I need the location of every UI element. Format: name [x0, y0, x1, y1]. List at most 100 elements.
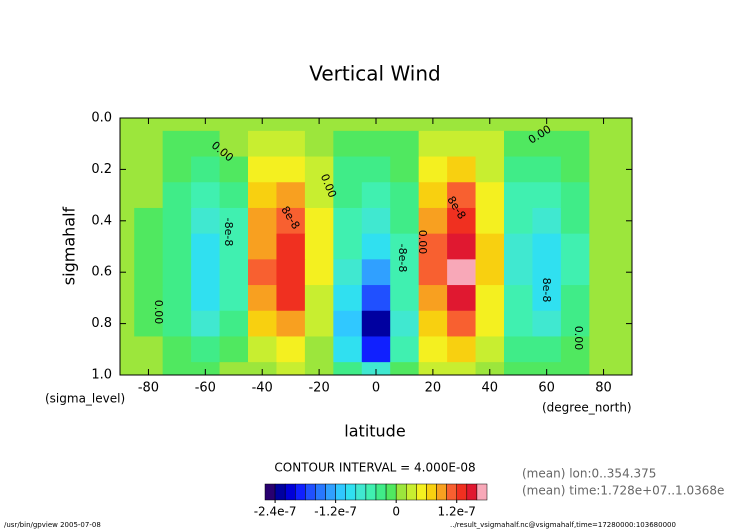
field-cell — [589, 362, 619, 376]
field-cell — [390, 336, 420, 363]
field-cell — [617, 259, 633, 286]
field-cell — [333, 310, 363, 337]
field-cell — [162, 118, 192, 132]
field-cell — [532, 310, 562, 337]
colorbar-box — [426, 483, 437, 501]
field-cell — [532, 336, 562, 363]
colorbar-box — [446, 483, 457, 501]
field-cell — [418, 233, 448, 260]
field-cell — [617, 130, 633, 158]
field-cell — [304, 259, 334, 286]
field-cell — [560, 310, 590, 337]
field-cell — [589, 336, 619, 363]
field-cell — [162, 259, 192, 286]
y-tick-label: 0.4 — [91, 213, 112, 228]
contour-label: 0.00 — [152, 300, 165, 325]
field-cell — [248, 362, 277, 376]
field-cell — [304, 207, 334, 235]
field-cell — [418, 310, 448, 337]
contour-label: 0.00 — [572, 326, 585, 351]
field-cell — [447, 233, 477, 260]
colorbar-box — [345, 483, 357, 501]
field-cell — [120, 233, 135, 260]
colorbar-box — [385, 483, 397, 501]
field-cell — [333, 233, 363, 260]
field-cell — [390, 207, 420, 235]
field-cell — [248, 207, 277, 235]
field-cell — [191, 285, 221, 312]
field-cell — [504, 130, 533, 158]
colorbar-tick-label: -1.2e-7 — [314, 505, 357, 519]
field-cell — [191, 182, 221, 209]
field-cell — [120, 182, 135, 209]
field-cell — [475, 310, 505, 337]
field-cell — [276, 362, 306, 376]
field-cell — [333, 362, 363, 376]
field-cell — [191, 130, 221, 158]
field-cell — [447, 362, 477, 376]
field-cell — [560, 233, 590, 260]
field-cell — [447, 118, 477, 132]
field-cell — [589, 156, 619, 183]
field-cell — [418, 259, 448, 286]
field-cell — [532, 182, 562, 209]
field-cell — [134, 310, 164, 337]
contour-label: 8e-8 — [540, 278, 553, 303]
field-cell — [333, 207, 363, 235]
field-cell — [475, 362, 505, 376]
field-cell — [532, 207, 562, 235]
field-cell — [475, 233, 505, 260]
field-cell — [162, 310, 192, 337]
field-cell — [418, 156, 448, 183]
colorbar-box — [395, 483, 407, 501]
field-cell — [134, 118, 164, 132]
field-cell — [191, 310, 221, 337]
field-cell — [162, 130, 192, 158]
x-axis-label: latitude — [344, 422, 405, 441]
field-cell — [532, 233, 562, 260]
field-cell — [589, 233, 619, 260]
field-cell — [219, 336, 249, 363]
field-cell — [504, 182, 533, 209]
field-cell — [304, 156, 334, 183]
field-cell — [333, 285, 363, 312]
field-cell — [276, 233, 306, 260]
field-cell — [560, 362, 590, 376]
field-cell — [248, 233, 277, 260]
chart-title: Vertical Wind — [309, 62, 440, 86]
field-cell — [418, 182, 448, 209]
contour-interval: CONTOUR INTERVAL = 4.000E-08 — [274, 461, 475, 475]
field-cell — [361, 156, 391, 183]
field-cell — [134, 362, 164, 376]
field-cell — [134, 156, 164, 183]
field-cell — [120, 336, 135, 363]
field-cell — [333, 259, 363, 286]
field-cell — [120, 362, 135, 376]
field-cell — [418, 362, 448, 376]
field-cell — [219, 156, 249, 183]
field-cell — [304, 118, 334, 132]
colorbar-tick-label: -2.4e-7 — [254, 505, 297, 519]
field-cell — [504, 207, 533, 235]
field-cell — [191, 362, 221, 376]
field-cell — [120, 207, 135, 235]
field-cell — [191, 259, 221, 286]
field-cell — [532, 362, 562, 376]
field-cell — [361, 130, 391, 158]
field-cell — [333, 182, 363, 209]
field-cell — [120, 285, 135, 312]
field-cell — [532, 130, 562, 158]
field-cell — [475, 182, 505, 209]
field-cell — [120, 118, 135, 132]
field-cell — [134, 336, 164, 363]
field-cell — [504, 310, 533, 337]
field-cell — [447, 130, 477, 158]
note: (mean) lon:0..354.375 — [522, 467, 656, 481]
field-cell — [219, 118, 249, 132]
field-cell — [333, 118, 363, 132]
field-cell — [560, 336, 590, 363]
colorbar-box — [416, 483, 427, 501]
field-cell — [504, 285, 533, 312]
y-tick-label: 1.0 — [91, 368, 112, 383]
